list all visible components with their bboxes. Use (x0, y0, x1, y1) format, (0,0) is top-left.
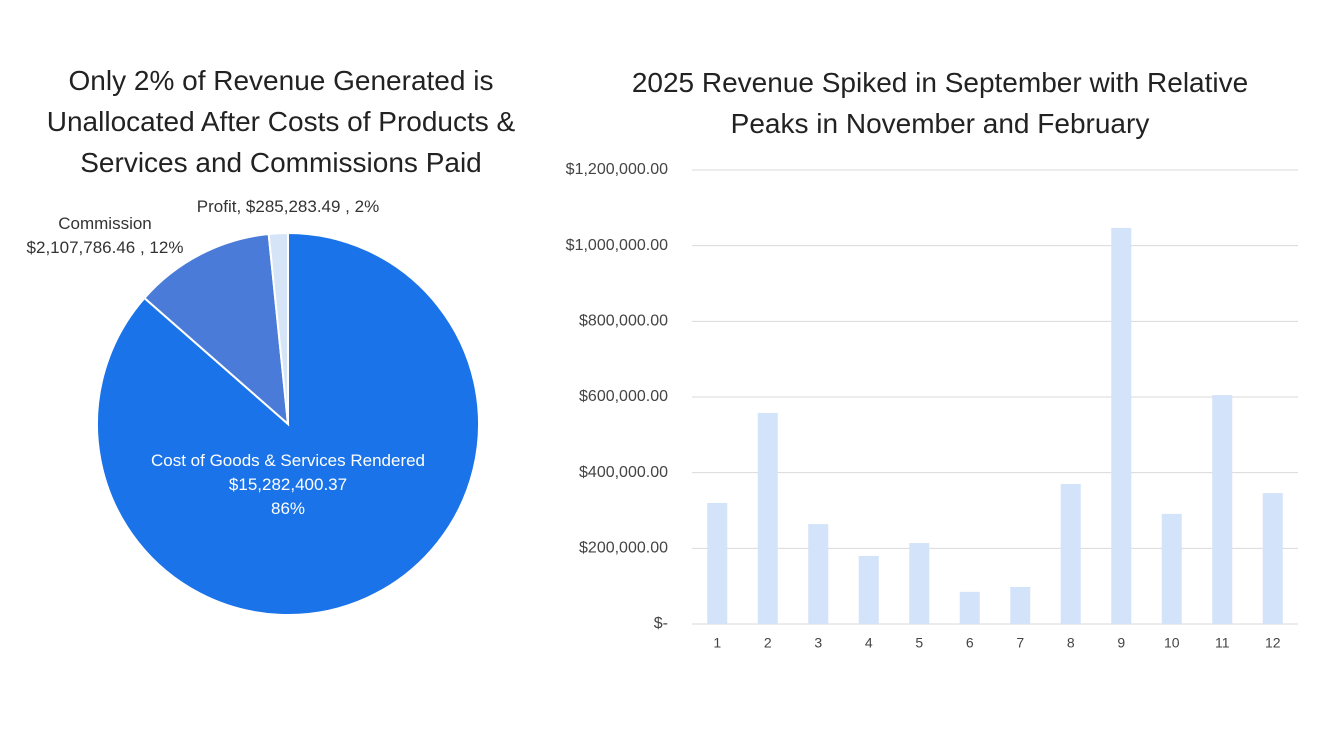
x-tick-label: 7 (1016, 635, 1024, 651)
y-tick-label: $400,000.00 (579, 464, 668, 481)
x-tick-label: 9 (1117, 635, 1125, 651)
x-tick-label: 11 (1215, 635, 1230, 651)
y-tick-label: $1,000,000.00 (566, 237, 668, 254)
slice-label: Cost of Goods & Services Rendered $15,282… (151, 451, 425, 518)
bar (1060, 484, 1081, 624)
x-tick-label: 6 (966, 635, 974, 651)
x-tick-label: 1 (713, 635, 721, 651)
bar (909, 543, 930, 624)
bar (808, 524, 829, 624)
y-tick-label: $200,000.00 (579, 540, 668, 557)
x-tick-label: 8 (1067, 635, 1075, 651)
bar (707, 502, 728, 624)
bar (1111, 227, 1132, 624)
y-tick-label: $1,200,000.00 (566, 161, 668, 178)
slice-label: Commission $2,107,786.46 , 12% (27, 214, 184, 257)
bar (959, 591, 980, 624)
pie-slice (267, 231, 289, 425)
y-tick-label: $- (654, 615, 668, 632)
slice-label: Profit, $285,283.49 , 2% (197, 197, 379, 216)
bar (858, 555, 879, 624)
pie-slice (143, 232, 290, 427)
x-tick-label: 12 (1265, 635, 1281, 651)
bar (757, 412, 778, 624)
x-tick-label: 2 (764, 635, 772, 651)
bar (1212, 395, 1233, 624)
y-tick-label: $800,000.00 (579, 313, 668, 330)
y-tick-label: $600,000.00 (579, 388, 668, 405)
x-tick-label: 5 (915, 635, 923, 651)
bar (1161, 513, 1182, 624)
x-tick-label: 10 (1164, 635, 1180, 651)
x-tick-label: 4 (865, 635, 873, 651)
bar (1262, 493, 1283, 624)
x-tick-label: 3 (814, 635, 822, 651)
bar-title: 2025 Revenue Spiked in September with Re… (631, 67, 1249, 139)
pie-title: Only 2% of Revenue Generated is Unalloca… (46, 65, 516, 178)
pie-slice (96, 231, 480, 616)
bar (1010, 586, 1031, 624)
